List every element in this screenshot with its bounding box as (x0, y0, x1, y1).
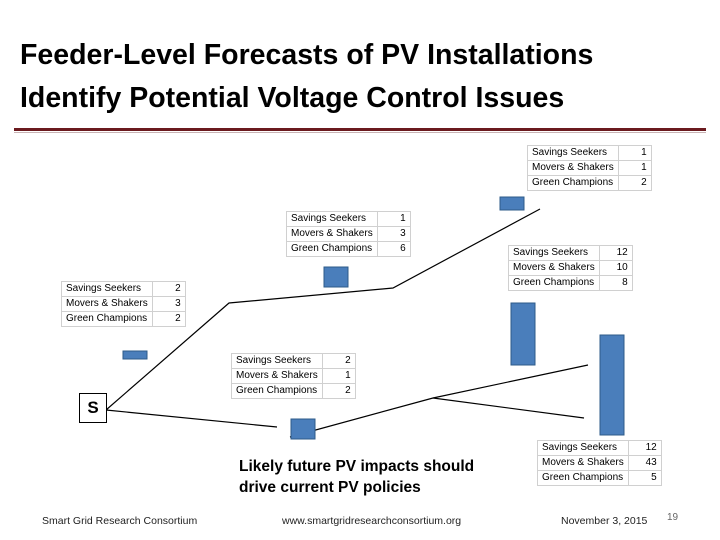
pv-bars (122, 196, 625, 440)
title-divider (14, 128, 706, 131)
segment-label: Movers & Shakers (231, 368, 323, 384)
node-table-upper-mid: Savings Seekers 1 Movers & Shakers 3 Green… (286, 211, 411, 257)
segment-label: Savings Seekers (537, 440, 629, 456)
segment-value: 3 (151, 296, 186, 312)
feeder-line-upper (105, 208, 541, 411)
segment-label: Movers & Shakers (537, 455, 629, 471)
pv-bar-upper-right (499, 196, 525, 211)
segment-value: 2 (321, 383, 356, 399)
segment-label: Green Champions (508, 275, 600, 291)
segment-value: 2 (151, 281, 186, 297)
footer-url[interactable]: www.smartgridresearchconsortium.org (282, 515, 462, 527)
feeder-branch (432, 397, 585, 419)
pv-bar-right-mid (510, 302, 536, 366)
segment-label: Savings Seekers (508, 245, 600, 261)
segment-value: 12 (627, 440, 662, 456)
segment-label: Green Champions (286, 241, 378, 257)
segment-value: 1 (617, 160, 652, 176)
segment-value: 3 (376, 226, 411, 242)
pv-bar-left (122, 350, 148, 360)
feeder-line-lower-left (105, 409, 278, 428)
segment-value: 12 (598, 245, 633, 261)
segment-value: 5 (627, 470, 662, 486)
pv-bar-upper-mid (323, 266, 349, 288)
segment-label: Movers & Shakers (527, 160, 619, 176)
segment-value: 2 (151, 311, 186, 327)
pv-bar-right-tall (599, 334, 625, 436)
pv-bar-lower-mid (290, 418, 316, 440)
footer-date: November 3, 2015 (561, 515, 648, 527)
segment-value: 43 (627, 455, 662, 471)
segment-value: 10 (598, 260, 633, 276)
segment-label: Savings Seekers (527, 145, 619, 161)
segment-label: Savings Seekers (61, 281, 153, 297)
segment-value: 1 (376, 211, 411, 227)
segment-label: Savings Seekers (286, 211, 378, 227)
substation-node: S (79, 393, 107, 423)
segment-label: Green Champions (61, 311, 153, 327)
callout-text: Likely future PV impacts should drive cu… (239, 456, 539, 498)
segment-value: 8 (598, 275, 633, 291)
slide-title: Feeder-Level Forecasts of PV Installatio… (20, 34, 710, 120)
segment-label: Movers & Shakers (508, 260, 600, 276)
page-number: 19 (667, 512, 679, 523)
footer-org: Smart Grid Research Consortium (42, 515, 198, 527)
segment-value: 1 (617, 145, 652, 161)
node-table-right-mid: Savings Seekers 12 Movers & Shakers 10 Gre… (508, 245, 633, 291)
node-table-left: Savings Seekers 2 Movers & Shakers 3 Green… (61, 281, 186, 327)
segment-label: Movers & Shakers (61, 296, 153, 312)
node-table-upper-right: Savings Seekers 1 Movers & Shakers 1 Green… (527, 145, 652, 191)
segment-value: 2 (321, 353, 356, 369)
segment-label: Green Champions (537, 470, 629, 486)
callout-line-1: Likely future PV impacts should (239, 458, 475, 475)
segment-label: Green Champions (527, 175, 619, 191)
callout-line-2: drive current PV policies (239, 479, 421, 496)
title-line-1: Feeder-Level Forecasts of PV Installatio… (20, 39, 594, 71)
title-line-2: Identify Potential Voltage Control Issue… (20, 82, 565, 114)
segment-value: 2 (617, 175, 652, 191)
segment-value: 1 (321, 368, 356, 384)
title-divider-shadow (14, 132, 706, 133)
segment-label: Savings Seekers (231, 353, 323, 369)
segment-label: Green Champions (231, 383, 323, 399)
node-table-lower-mid: Savings Seekers 2 Movers & Shakers 1 Green… (231, 353, 356, 399)
segment-label: Movers & Shakers (286, 226, 378, 242)
node-table-lower-right: Savings Seekers 12 Movers & Shakers 43 Gre… (537, 440, 662, 486)
segment-value: 6 (376, 241, 411, 257)
